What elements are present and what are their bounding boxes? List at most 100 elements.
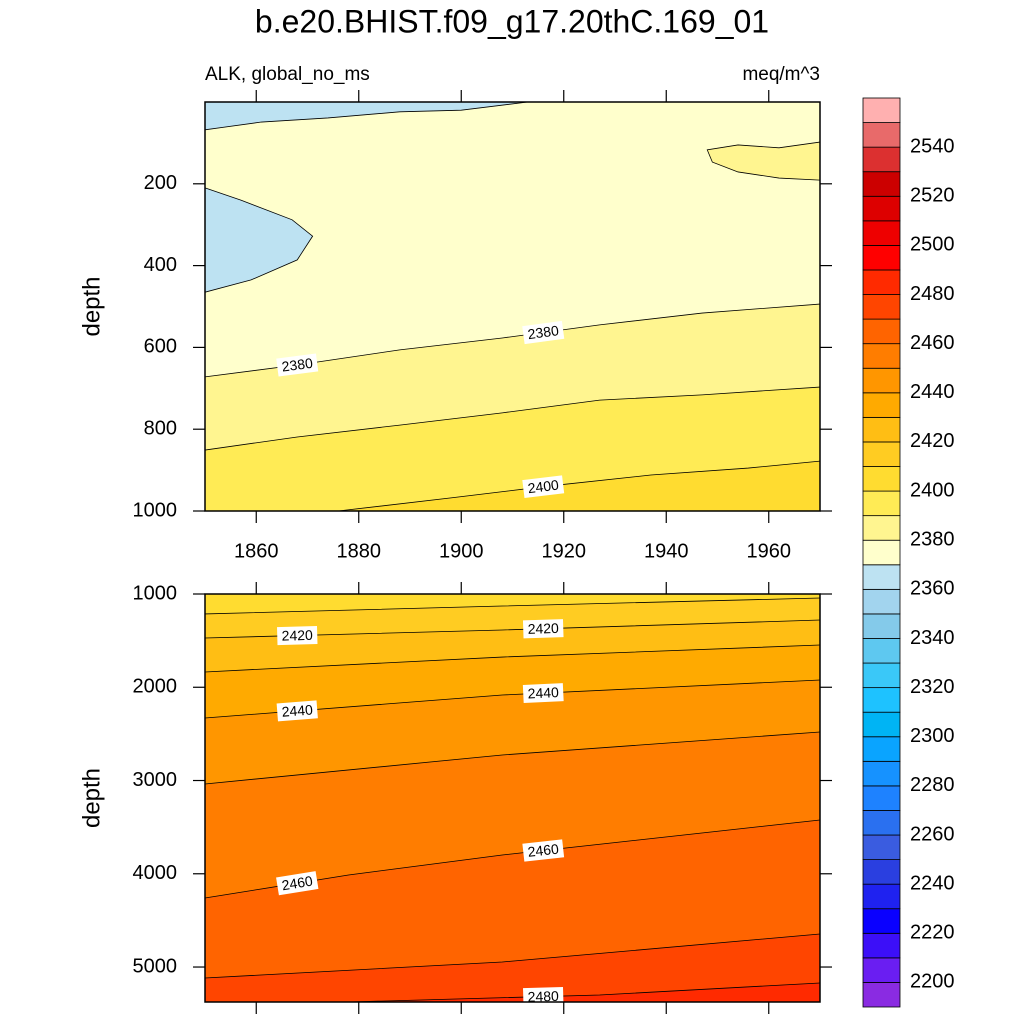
- x-tick-label: 1900: [439, 540, 484, 562]
- colorbar-box: [862, 171, 901, 197]
- y-tick-label: 200: [144, 172, 177, 194]
- contour-label: 2400: [522, 475, 565, 499]
- colorbar-label: 2520: [910, 185, 955, 207]
- contour-line: [706, 141, 821, 181]
- y-tick-label: 4000: [133, 862, 178, 884]
- y-tick-label: 1000: [133, 499, 178, 521]
- colorbar-label: 2340: [910, 627, 955, 649]
- y-axis-title: depth: [78, 768, 105, 828]
- colorbar-box: [862, 220, 901, 246]
- colorbar-box: [862, 564, 901, 590]
- contour-label: 2480: [523, 987, 564, 1007]
- colorbar-box: [862, 441, 901, 467]
- colorbar-box: [862, 932, 901, 959]
- contour-label-box: [522, 839, 565, 862]
- contour-label-text: 2380: [527, 322, 560, 342]
- colorbar-box: [862, 269, 901, 295]
- left-subtitle: ALK, global_no_ms: [205, 64, 370, 85]
- colorbar-box: [862, 736, 901, 762]
- colorbar-box: [862, 810, 901, 836]
- contour-line: [204, 731, 821, 785]
- contour-label: 2380: [276, 353, 319, 377]
- contour-line: [204, 597, 821, 615]
- colorbar-box: [862, 785, 901, 811]
- colorbar-box: [862, 122, 901, 148]
- contour-line: [204, 644, 821, 673]
- colorbar-box: [862, 760, 901, 787]
- colorbar-label: 2500: [910, 234, 955, 256]
- colorbar-label: 2280: [910, 774, 955, 796]
- y-tick-label: 400: [144, 254, 177, 276]
- colorbar-label: 2200: [910, 971, 955, 993]
- colorbar-box: [862, 343, 901, 369]
- contour-line: [348, 982, 821, 1003]
- colorbar-box: [862, 588, 901, 615]
- colorbar-box: [862, 982, 901, 1008]
- contour-label-box: [522, 320, 565, 345]
- contour-label: 2420: [277, 625, 318, 646]
- chart-title: b.e20.BHIST.f09_g17.20thC.169_01: [255, 3, 769, 39]
- contour-label: 2440: [276, 700, 318, 722]
- colorbar-box: [862, 908, 901, 934]
- colorbar-box: [862, 662, 901, 689]
- colorbar-box: [862, 638, 901, 664]
- colorbar-box: [862, 195, 901, 222]
- colorbar-box: [862, 834, 901, 860]
- colorbar-label: 2360: [910, 578, 955, 600]
- contour-label-text: 2380: [281, 355, 314, 375]
- contour-line: [204, 187, 314, 293]
- contour-label-text: 2400: [527, 477, 560, 497]
- colorbar-label: 2440: [910, 381, 955, 403]
- colorbar-label: 2320: [910, 676, 955, 698]
- contour-label-text: 2440: [527, 684, 559, 701]
- y-axis-title: depth: [78, 276, 105, 336]
- colorbar-box: [862, 711, 901, 738]
- y-tick-label: 5000: [133, 955, 178, 977]
- x-tick-label: 1860: [234, 540, 279, 562]
- colorbar-label: 2380: [910, 528, 955, 550]
- colorbar-label: 2240: [910, 872, 955, 894]
- colorbar-box: [862, 416, 901, 443]
- x-tick-label: 1940: [644, 540, 689, 562]
- y-tick-label: 3000: [133, 769, 178, 791]
- contour-label-text: 2480: [527, 988, 559, 1005]
- y-tick-label: 1000: [133, 582, 178, 604]
- contour-label-box: [522, 475, 565, 499]
- colorbar-label: 2300: [910, 725, 955, 747]
- colorbar-box: [862, 957, 901, 983]
- colorbar-box: [862, 613, 901, 639]
- colorbar-box: [862, 859, 901, 885]
- contour-label-text: 2420: [527, 620, 559, 637]
- y-tick-label: 800: [144, 417, 177, 439]
- colorbar-box: [862, 392, 901, 418]
- contour-label: 2460: [522, 839, 565, 862]
- contour-label-text: 2460: [527, 841, 560, 860]
- contour-label-box: [276, 700, 318, 722]
- contour-label: 2460: [276, 871, 319, 896]
- x-tick-label: 1920: [542, 540, 587, 562]
- colorbar-box: [862, 367, 901, 394]
- y-tick-label: 2000: [133, 676, 178, 698]
- colorbar-label: 2400: [910, 479, 955, 501]
- plot-frame: [204, 593, 821, 1003]
- colorbar-box: [862, 294, 901, 320]
- contour-label: 2420: [522, 619, 564, 639]
- colorbar-label: 2480: [910, 283, 955, 305]
- contour-label-text: 2420: [281, 627, 313, 644]
- colorbar-box: [862, 97, 901, 123]
- colorbar-box: [862, 539, 901, 566]
- colorbar-label: 2260: [910, 823, 955, 845]
- contour-label-box: [276, 353, 319, 377]
- contour-label: 2380: [522, 320, 565, 345]
- colorbar-box: [862, 245, 901, 271]
- contour-line: [338, 460, 821, 512]
- colorbar-label: 2540: [910, 135, 955, 157]
- contour-line: [204, 101, 528, 131]
- contour-label-box: [276, 871, 319, 896]
- colorbar-box: [862, 687, 901, 713]
- colorbar-box: [862, 318, 901, 345]
- contour-label: 2440: [522, 683, 564, 703]
- colorbar-box: [862, 883, 901, 910]
- colorbar-label: 2460: [910, 332, 955, 354]
